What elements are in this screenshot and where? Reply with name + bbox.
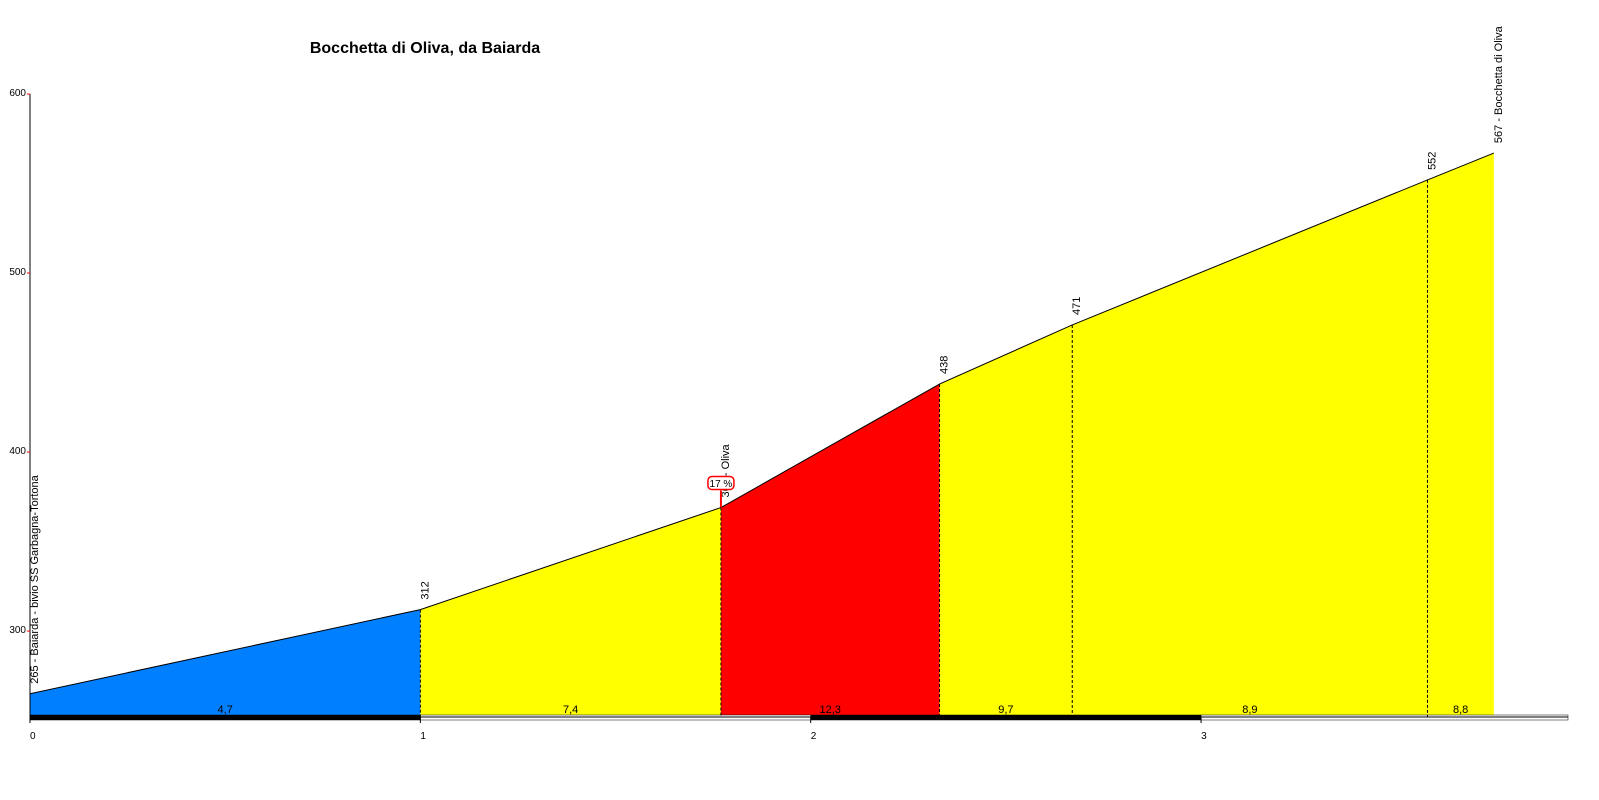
- y-tick-label: 600: [9, 88, 26, 99]
- waypoint-label: 438: [939, 356, 951, 374]
- gradient-segment: [1427, 153, 1494, 718]
- gradient-label: 4,7: [218, 704, 233, 716]
- gradient-segment: [1072, 179, 1428, 717]
- gradient-label: 8,9: [1242, 704, 1257, 716]
- x-tick-label: 0: [30, 731, 36, 742]
- max-gradient-label: 17 %: [710, 479, 733, 490]
- waypoint-label: 552: [1426, 152, 1438, 170]
- waypoint-label: 471: [1071, 297, 1083, 315]
- gradient-segment: [420, 507, 721, 717]
- y-tick-label: 500: [9, 267, 26, 278]
- x-tick-label: 2: [811, 731, 817, 742]
- gradient-label: 7,4: [563, 704, 578, 716]
- max-gradient-box: [707, 475, 735, 491]
- gradient-label: 8,8: [1453, 704, 1468, 716]
- waypoint-label: 312: [419, 581, 431, 599]
- chart-title: Bocchetta di Oliva, da Baiarda: [310, 40, 540, 57]
- waypoint-label: 567 - Bocchetta di Oliva: [1493, 25, 1505, 143]
- gradient-segment: [939, 324, 1073, 717]
- x-tick-label: 3: [1201, 731, 1207, 742]
- gradient-label: 9,7: [998, 704, 1013, 716]
- gradient-label: 12,3: [820, 704, 841, 716]
- y-tick-label: 400: [9, 446, 26, 457]
- gradient-segment: [720, 384, 940, 717]
- gradient-segment: [30, 609, 421, 717]
- waypoint-label: 265 - Baiarda - bivio SS Garbagna-Torton…: [29, 474, 41, 683]
- y-tick-label: 300: [9, 625, 26, 636]
- x-tick-label: 1: [420, 731, 426, 742]
